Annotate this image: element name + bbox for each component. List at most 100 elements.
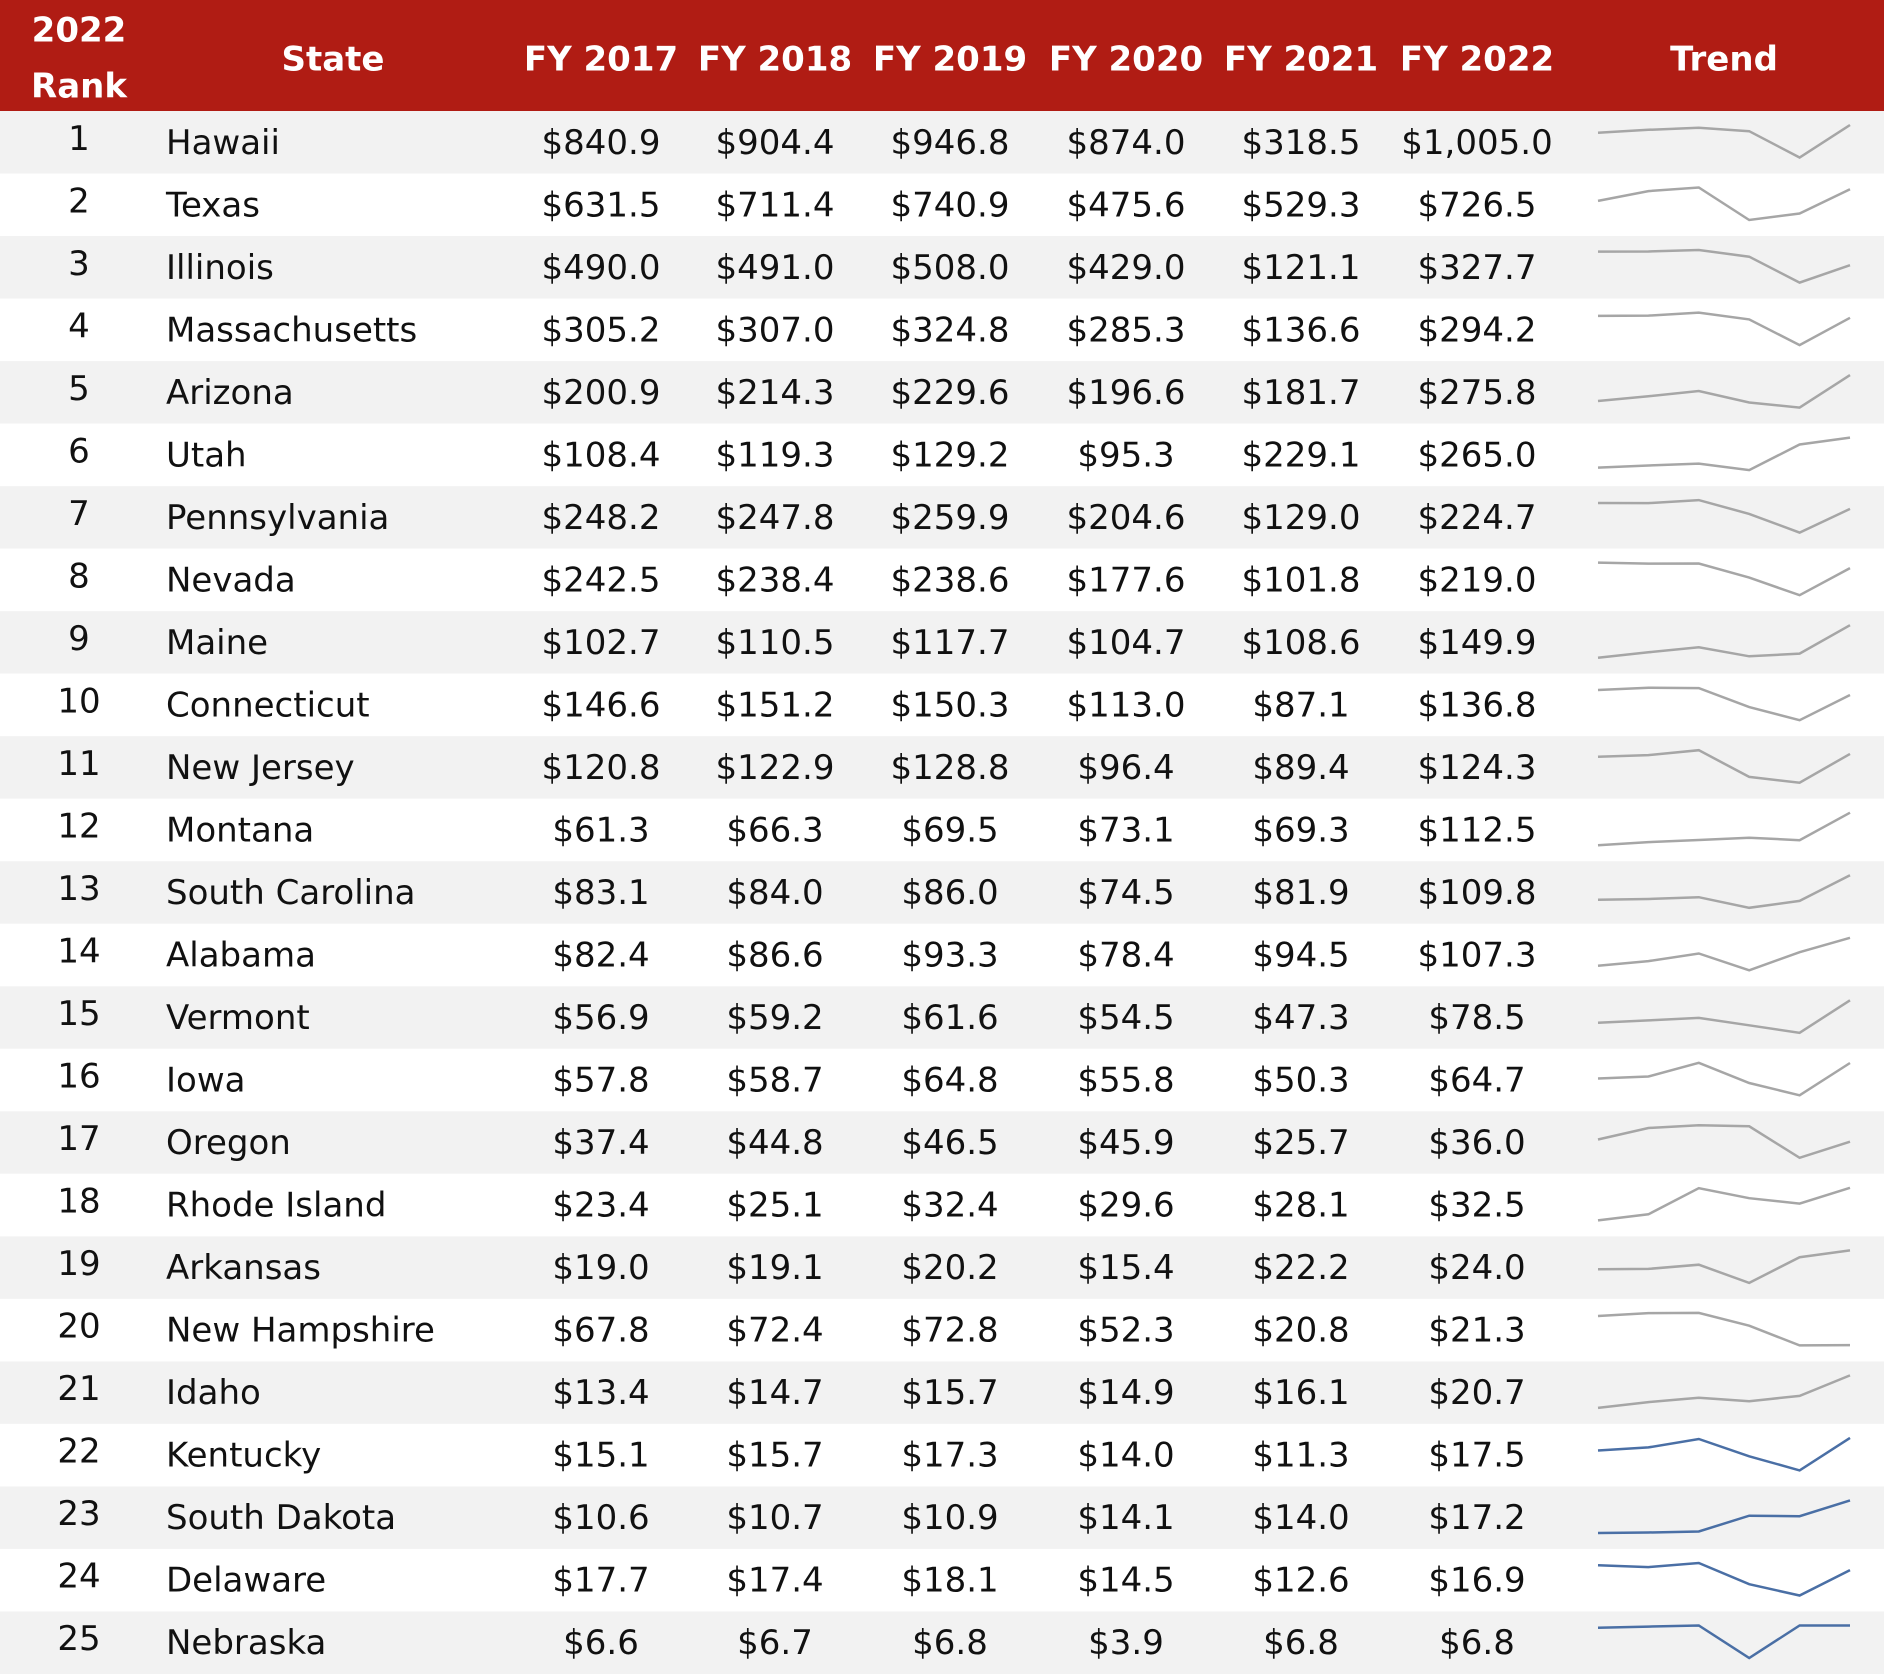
state: Iowa — [166, 1061, 245, 1101]
value: $248.2 — [542, 498, 661, 538]
rank: 11 — [57, 744, 100, 784]
value: $128.8 — [891, 748, 1010, 788]
row-background — [0, 923, 1884, 987]
value: $66.3 — [726, 810, 823, 850]
state: South Carolina — [166, 873, 416, 913]
value: $61.6 — [901, 998, 998, 1038]
value: $19.0 — [552, 1248, 649, 1288]
state: Hawaii — [166, 123, 280, 163]
rank: 10 — [57, 681, 100, 721]
trend-sparkline — [1597, 123, 1851, 159]
header-trend: Trend — [1670, 40, 1778, 80]
value: $10.6 — [552, 1498, 649, 1538]
value: $14.1 — [1077, 1498, 1174, 1538]
value: $16.9 — [1428, 1561, 1525, 1601]
row-background — [0, 111, 1884, 174]
rank: 12 — [57, 806, 100, 846]
value: $122.9 — [716, 748, 835, 788]
value: $25.7 — [1252, 1123, 1349, 1163]
value: $20.7 — [1428, 1373, 1525, 1413]
state: Idaho — [166, 1373, 261, 1413]
value: $17.5 — [1428, 1436, 1525, 1476]
row-background — [0, 798, 1884, 862]
rank: 21 — [57, 1369, 100, 1409]
row-background — [0, 1361, 1884, 1424]
value: $146.6 — [542, 685, 661, 725]
header-year: FY 2018 — [698, 40, 852, 80]
rank: 8 — [68, 556, 90, 596]
header-state: State — [282, 40, 385, 80]
value: $64.8 — [901, 1061, 998, 1101]
value: $108.4 — [542, 435, 661, 475]
value: $307.0 — [716, 310, 835, 350]
value: $29.6 — [1077, 1186, 1174, 1226]
value: $13.4 — [552, 1373, 649, 1413]
value: $10.9 — [901, 1498, 998, 1538]
value: $89.4 — [1252, 748, 1349, 788]
trend-sparkline — [1597, 1124, 1851, 1160]
value: $101.8 — [1242, 560, 1361, 600]
row-background — [0, 236, 1884, 299]
trend-sparkline — [1597, 1186, 1851, 1222]
state: Texas — [165, 185, 260, 225]
rank: 24 — [57, 1557, 100, 1597]
trend-sparkline — [1597, 1061, 1851, 1097]
value: $87.1 — [1252, 685, 1349, 725]
value: $52.3 — [1077, 1311, 1174, 1351]
value: $96.4 — [1077, 748, 1174, 788]
value: $69.5 — [901, 810, 998, 850]
value: $229.6 — [891, 373, 1010, 413]
trend-sparkline — [1597, 1374, 1851, 1410]
trend-sparkline — [1597, 1561, 1851, 1597]
value: $726.5 — [1418, 185, 1537, 225]
value: $32.4 — [901, 1186, 998, 1226]
value: $78.5 — [1428, 998, 1525, 1038]
state: Delaware — [166, 1561, 326, 1601]
trend-sparkline — [1597, 561, 1851, 597]
trend-sparkline — [1597, 248, 1851, 284]
value: $15.7 — [726, 1436, 823, 1476]
rank: 3 — [68, 244, 90, 284]
trend-sparkline — [1597, 374, 1851, 409]
value: $107.3 — [1418, 936, 1537, 976]
row-background — [0, 1236, 1884, 1299]
rank: 25 — [57, 1619, 100, 1659]
value: $150.3 — [891, 685, 1010, 725]
value: $104.7 — [1067, 623, 1186, 663]
value: $200.9 — [542, 373, 661, 413]
value: $15.7 — [901, 1373, 998, 1413]
rank: 4 — [68, 306, 90, 346]
value: $6.7 — [737, 1623, 813, 1663]
value: $45.9 — [1077, 1123, 1174, 1163]
state: Pennsylvania — [166, 498, 389, 538]
value: $204.6 — [1067, 498, 1186, 538]
value: $491.0 — [716, 248, 835, 288]
state: Connecticut — [166, 685, 370, 725]
value: $22.2 — [1252, 1248, 1349, 1288]
value: $14.0 — [1252, 1498, 1349, 1538]
value: $265.0 — [1418, 435, 1537, 475]
state: Arkansas — [166, 1248, 321, 1288]
rank: 16 — [57, 1057, 100, 1097]
value: $44.8 — [726, 1123, 823, 1163]
rank: 20 — [57, 1307, 100, 1347]
state: Kentucky — [166, 1436, 321, 1476]
trend-sparkline — [1597, 999, 1851, 1035]
row-background — [0, 361, 1884, 424]
value: $72.8 — [901, 1311, 998, 1351]
value: $94.5 — [1252, 936, 1349, 976]
value: $64.7 — [1428, 1061, 1525, 1101]
value: $57.8 — [552, 1061, 649, 1101]
header-year: FY 2019 — [873, 40, 1027, 80]
state: Arizona — [166, 373, 294, 413]
value: $238.6 — [891, 560, 1010, 600]
trend-sparkline — [1597, 874, 1851, 910]
value: $151.2 — [716, 685, 835, 725]
value: $18.1 — [901, 1561, 998, 1601]
value: $15.4 — [1077, 1248, 1174, 1288]
value: $946.8 — [891, 123, 1010, 163]
state: Illinois — [166, 248, 274, 288]
value: $24.0 — [1428, 1248, 1525, 1288]
header-year: FY 2017 — [524, 40, 678, 80]
value: $305.2 — [542, 310, 661, 350]
